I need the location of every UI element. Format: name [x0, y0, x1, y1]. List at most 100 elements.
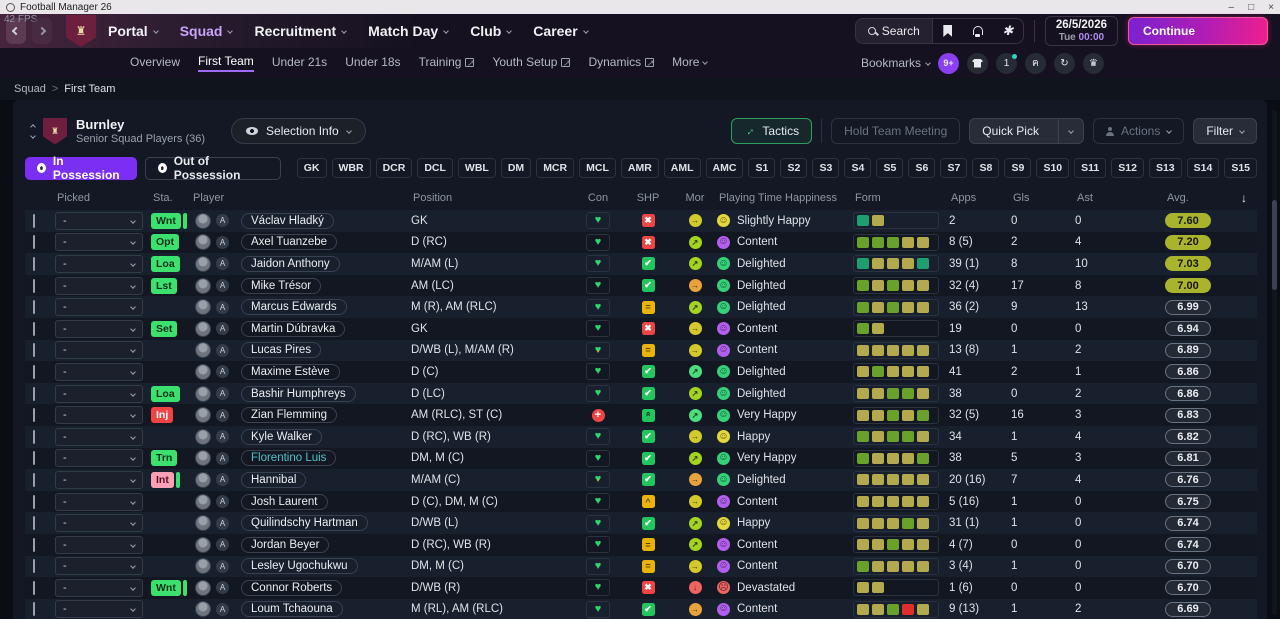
player-name[interactable]: Jaidon Anthony: [241, 255, 340, 272]
player-quick-info-icon[interactable]: A: [216, 430, 229, 444]
quick-pick-button[interactable]: Quick Pick: [969, 118, 1084, 144]
position-chip-aml[interactable]: AML: [663, 158, 701, 178]
inbox-notification-button[interactable]: 9+: [938, 52, 959, 74]
row-checkbox[interactable]: [33, 256, 35, 271]
picked-dropdown[interactable]: -: [55, 233, 143, 252]
player-name[interactable]: Florentino Luis: [241, 450, 337, 467]
picked-dropdown[interactable]: -: [55, 514, 143, 533]
picked-dropdown[interactable]: -: [55, 470, 143, 489]
tab-under-21s[interactable]: Under 21s: [271, 55, 328, 69]
picked-dropdown[interactable]: -: [55, 341, 143, 360]
table-row[interactable]: - A Lesley Ugochukwu DM, M (C) ♥ = → ☺ Content 3 …: [25, 555, 1257, 578]
player-name[interactable]: Marcus Edwards: [241, 299, 347, 316]
assistant-button[interactable]: [963, 19, 993, 43]
forward-button[interactable]: [32, 18, 52, 44]
squad-shortcut-button[interactable]: [967, 52, 988, 74]
player-name[interactable]: Quilindschy Hartman: [241, 515, 368, 532]
position-chip-wbr[interactable]: WBR: [331, 158, 371, 178]
row-checkbox[interactable]: [33, 278, 35, 293]
col-con[interactable]: Con: [587, 192, 609, 204]
col-player[interactable]: Player: [193, 192, 225, 204]
row-checkbox[interactable]: [33, 300, 35, 315]
position-chip-s11[interactable]: S11: [1074, 158, 1107, 178]
tab-more[interactable]: More: [672, 55, 709, 71]
settings-button[interactable]: ✱: [993, 19, 1023, 43]
player-name[interactable]: Bashir Humphreys: [241, 385, 356, 402]
table-row[interactable]: - A Loum Tchaouna M (RL), AM (RLC) ♥ ✔ → ☺ Conte…: [25, 598, 1257, 619]
player-quick-info-icon[interactable]: A: [216, 279, 229, 293]
table-row[interactable]: - A Marcus Edwards M (R), AM (RLC) ♥ = ↗ ☺ Delig…: [25, 296, 1257, 318]
position-chip-s15[interactable]: S15: [1224, 158, 1257, 178]
social-shortcut-button[interactable]: ฅ: [1025, 52, 1046, 74]
sync-button[interactable]: ↻: [1054, 52, 1075, 74]
table-row[interactable]: - Wnt A Connor Roberts D/WB (R) ♥ ✖ ↓ ☹ Devastate…: [25, 577, 1257, 599]
breadcrumb-parent[interactable]: Squad: [14, 83, 46, 95]
picked-dropdown[interactable]: -: [55, 254, 143, 273]
player-quick-info-icon[interactable]: A: [216, 559, 229, 573]
table-row[interactable]: - A Quilindschy Hartman D/WB (L) ♥ ✔ ↗ ☺ Happy 31…: [25, 512, 1257, 534]
picked-dropdown[interactable]: -: [55, 535, 143, 554]
vertical-scrollbar[interactable]: [1272, 110, 1277, 615]
search-button[interactable]: Search: [855, 18, 933, 43]
position-chip-s8[interactable]: S8: [972, 158, 1000, 178]
col-sta[interactable]: Sta.: [153, 192, 173, 204]
tab-in-possession[interactable]: In Possession: [25, 154, 137, 182]
col-apps[interactable]: Apps: [951, 192, 977, 204]
player-quick-info-icon[interactable]: A: [216, 235, 229, 249]
sort-descending-icon[interactable]: ↓: [1241, 191, 1247, 205]
player-quick-info-icon[interactable]: A: [216, 300, 229, 314]
hold-team-meeting-button[interactable]: Hold Team Meeting: [831, 118, 961, 144]
player-name[interactable]: Axel Tuanzebe: [241, 234, 338, 251]
position-chip-mcl[interactable]: MCL: [579, 158, 616, 178]
picked-dropdown[interactable]: -: [55, 406, 143, 425]
nav-portal[interactable]: Portal: [108, 23, 159, 39]
col-shp[interactable]: SHP: [636, 192, 660, 204]
table-row[interactable]: - A Maxime Estève D (C) ♥ ✔ ↗ ☺ Delighted 41 2 1 6.8…: [25, 361, 1257, 383]
table-row[interactable]: - A Lucas Pires D/WB (L), M/AM (R) ♥ = → ☺ Conte…: [25, 339, 1257, 362]
maximize-button[interactable]: □: [1248, 1, 1255, 13]
tactics-button[interactable]: ↔ Tactics: [731, 118, 813, 144]
col-form[interactable]: Form: [855, 192, 881, 204]
table-row[interactable]: - A Kyle Walker D (RC), WB (R) ♥ ✔ → ☺ Happy 34 1 4…: [25, 425, 1257, 448]
filter-button[interactable]: Filter: [1193, 118, 1257, 144]
position-chip-s13[interactable]: S13: [1148, 158, 1182, 178]
tab-first-team[interactable]: First Team: [198, 54, 254, 72]
table-row[interactable]: - Lst A Mike Trésor AM (LC) ♥ ✔ → ☺ Delighted 32 (…: [25, 274, 1257, 297]
position-chip-dcr[interactable]: DCR: [375, 158, 413, 178]
continue-button[interactable]: Continue: [1128, 16, 1268, 45]
position-chip-s3[interactable]: S3: [812, 158, 840, 178]
minimize-button[interactable]: –: [1228, 1, 1235, 13]
player-name[interactable]: Martin Dúbravka: [241, 320, 346, 337]
player-name[interactable]: Josh Laurent: [241, 493, 328, 510]
player-quick-info-icon[interactable]: A: [216, 538, 229, 552]
picked-dropdown[interactable]: -: [55, 362, 143, 381]
picked-dropdown[interactable]: -: [55, 211, 143, 230]
row-checkbox[interactable]: [33, 408, 35, 423]
player-name[interactable]: Hannibal: [241, 471, 307, 488]
position-chip-s4[interactable]: S4: [844, 158, 872, 178]
bookmarks-menu[interactable]: Bookmarks: [861, 56, 931, 70]
row-checkbox[interactable]: [33, 235, 35, 250]
tab-dynamics[interactable]: Dynamics ↗: [588, 55, 655, 69]
player-name[interactable]: Kyle Walker: [241, 428, 322, 445]
nav-club[interactable]: Club: [470, 23, 513, 39]
col-mor[interactable]: Mor: [685, 192, 705, 204]
scrollbar-thumb[interactable]: [1272, 200, 1277, 290]
col-ast[interactable]: Ast: [1077, 192, 1093, 204]
picked-dropdown[interactable]: -: [55, 427, 143, 446]
position-chip-mcr[interactable]: MCR: [536, 158, 575, 178]
player-quick-info-icon[interactable]: A: [216, 387, 229, 401]
player-name[interactable]: Zian Flemming: [241, 407, 338, 424]
player-quick-info-icon[interactable]: A: [216, 451, 229, 465]
player-quick-info-icon[interactable]: A: [216, 365, 229, 379]
position-chip-wbl[interactable]: WBL: [457, 158, 496, 178]
table-row[interactable]: - Wnt A Václav Hladký GK ♥ ✖ → ☺ Slightly Happy 2 0…: [25, 210, 1257, 232]
player-name[interactable]: Loum Tchaouna: [241, 601, 343, 618]
table-row[interactable]: - Opt A Axel Tuanzebe D (RC) ♥ ✖ ↗ ☺ Content 8 (5)…: [25, 231, 1257, 254]
picked-dropdown[interactable]: -: [55, 384, 143, 403]
position-chip-s7[interactable]: S7: [940, 158, 968, 178]
position-chip-s2[interactable]: S2: [780, 158, 808, 178]
bookmark-button[interactable]: [933, 19, 963, 43]
tab-under-18s[interactable]: Under 18s: [345, 55, 401, 69]
position-chip-s10[interactable]: S10: [1036, 158, 1070, 178]
